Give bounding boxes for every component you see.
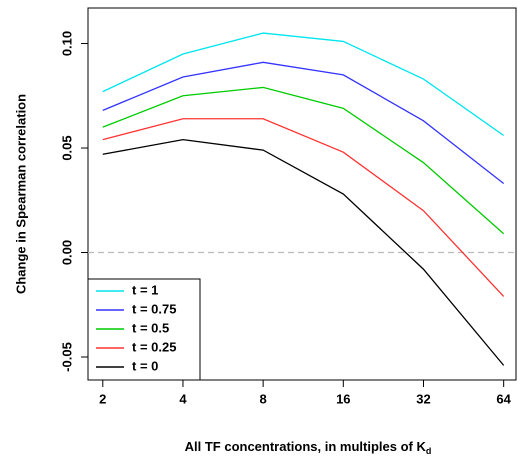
series-line [102,139,505,366]
plot-frame [87,7,517,381]
x-tick-label: 2 [99,391,106,406]
legend-label: t = 0.25 [132,339,176,354]
x-tick-label: 64 [496,391,511,406]
series-line [102,86,505,235]
series-line [102,32,505,137]
legend-label: t = 1 [132,282,158,297]
x-axis-label-main: All TF concentrations, in multiples of K [185,439,427,454]
y-tick-label: 0.10 [59,31,74,56]
y-axis-label: Change in Spearman correlation [13,94,28,294]
x-axis-label-subscript: d [426,446,432,456]
x-tick-label: 32 [416,391,430,406]
x-tick-label: 4 [179,391,187,406]
legend-label: t = 0 [132,358,158,373]
series-line [102,118,505,297]
series-line [102,61,505,185]
x-tick-label: 8 [260,391,267,406]
legend: t = 1 t = 0.75 t = 0.5 t = 0.25 t = 0 [87,278,201,381]
x-tick-label: 16 [336,391,350,406]
legend-label: t = 0.75 [132,301,176,316]
y-tick-label: 0.00 [59,240,74,265]
y-tick-label: -0.05 [59,342,74,372]
legend-label: t = 0.5 [132,320,169,335]
y-tick-label: 0.05 [59,135,74,160]
x-axis-label: All TF concentrations, in multiples of K… [185,439,432,456]
